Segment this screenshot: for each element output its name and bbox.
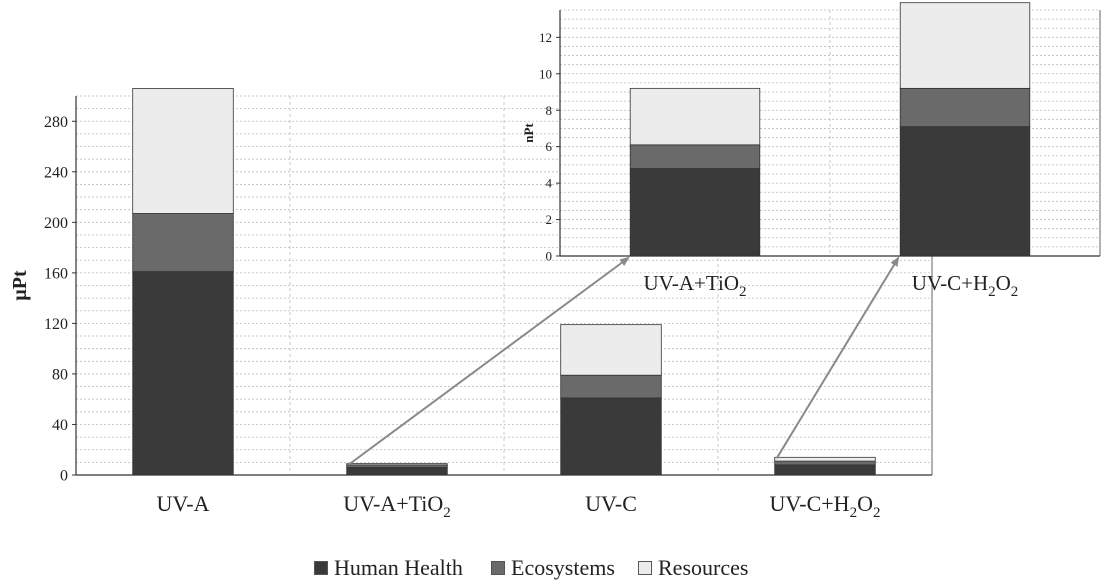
- inset-y-tick-label: 8: [546, 103, 553, 118]
- main-bar-segment-uv-a-tio2-human-health: [346, 467, 448, 476]
- main-bar-uv-c-h2o2: [774, 456, 876, 476]
- inset-y-axis-label: nPt: [521, 123, 536, 143]
- legend-label-resources: Resources: [658, 555, 749, 580]
- main-y-tick-label: 80: [52, 367, 68, 384]
- inset-y-tick-label: 2: [546, 212, 553, 227]
- inset-y-tick-label: 10: [539, 66, 552, 81]
- inset-bar-segment-uv-c-h2o2-ecosystems: [899, 87, 1031, 128]
- main-x-tick-label-uv-c-h2o2: UV-C+H2O2: [770, 491, 881, 521]
- main-bar-segment-uv-c-h2o2-human-health: [774, 464, 876, 476]
- main-y-tick-label: 280: [44, 114, 68, 131]
- main-y-tick-label: 240: [44, 164, 68, 181]
- inset-bar-segment-uv-a-tio2-human-health: [629, 168, 761, 257]
- inset-x-tick-label-uv-a-tio2: UV-A+TiO2: [644, 271, 747, 300]
- main-y-tick-label: 0: [60, 468, 68, 485]
- main-bar-segment-uv-c-resources: [560, 324, 662, 376]
- legend: Human Health Ecosystems Resources: [0, 555, 1106, 583]
- zoom-arrow-2: [775, 256, 900, 459]
- legend-item-ecosystems: Ecosystems: [491, 555, 615, 581]
- main-bar-segment-uv-c-ecosystems: [560, 374, 662, 399]
- main-bar-segment-uv-c-h2o2-resources: [774, 456, 876, 462]
- main-bar-segment-uv-a-ecosystems: [132, 213, 234, 273]
- legend-item-resources: Resources: [638, 555, 748, 581]
- legend-label-human-health: Human Health: [334, 555, 463, 580]
- main-bar-segment-uv-c-h2o2-ecosystems: [774, 460, 876, 466]
- inset-bar-segment-uv-c-h2o2-human-health: [899, 126, 1031, 257]
- main-x-tick-label-uv-a-tio2: UV-A+TiO2: [343, 491, 451, 521]
- inset-bar-segment-uv-a-tio2-resources: [629, 87, 761, 146]
- main-y-tick-label: 160: [44, 265, 68, 282]
- main-bar-segment-uv-a-human-health: [132, 271, 234, 476]
- legend-swatch-ecosystems: [491, 561, 505, 575]
- main-bar-segment-uv-a-tio2-resources: [346, 463, 448, 466]
- inset-y-tick-label: 6: [546, 139, 553, 154]
- legend-swatch-resources: [638, 561, 652, 575]
- inset-y-tick-label: 12: [539, 30, 552, 45]
- main-bar-uv-a-tio2: [346, 463, 448, 476]
- inset-bar-uv-c-h2o2: [899, 2, 1031, 257]
- main-y-tick-label: 40: [52, 417, 68, 434]
- inset-chart: 0 2 4 6 8 10 12 nPt UV-A+TiO2 UV-C+H2O2: [521, 2, 1101, 300]
- inset-y-tick-label: 0: [546, 249, 553, 264]
- main-x-tick-label-uv-a: UV-A: [157, 491, 210, 516]
- inset-bar-uv-a-tio2: [629, 87, 761, 257]
- inset-bar-segment-uv-a-tio2-ecosystems: [629, 144, 761, 169]
- inset-y-tick-label: 4: [546, 176, 553, 191]
- main-bar-segment-uv-c-human-health: [560, 397, 662, 476]
- legend-swatch-human-health: [314, 561, 328, 575]
- main-x-tick-label-uv-c: UV-C: [585, 491, 637, 516]
- zoom-arrow-1: [348, 256, 630, 466]
- zoom-arrows: [348, 256, 900, 466]
- main-bar-uv-c: [560, 324, 662, 476]
- main-y-axis-label: μPt: [9, 270, 31, 301]
- main-bar-uv-a: [132, 88, 234, 476]
- legend-item-human-health: Human Health: [314, 555, 463, 581]
- inset-bar-segment-uv-c-h2o2-resources: [899, 2, 1031, 89]
- main-y-tick-label: 120: [44, 316, 68, 333]
- legend-label-ecosystems: Ecosystems: [511, 555, 615, 580]
- inset-x-tick-label-uv-c-h2o2: UV-C+H2O2: [912, 271, 1019, 300]
- main-bar-segment-uv-a-resources: [132, 88, 234, 214]
- main-y-tick-label: 200: [44, 215, 68, 232]
